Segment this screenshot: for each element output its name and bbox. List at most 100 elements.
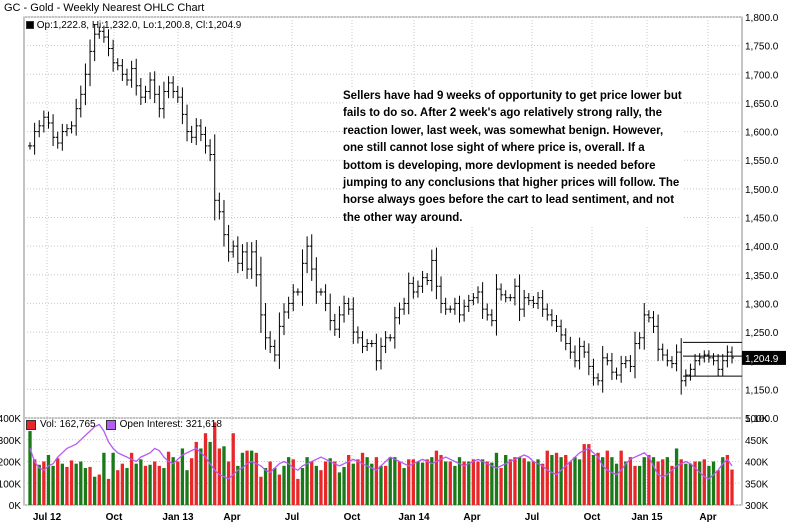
volume-bar bbox=[467, 461, 471, 505]
open-interest-tick-label: 500K bbox=[745, 414, 769, 425]
price-series-swatch bbox=[26, 21, 34, 30]
price-tick-label: 1,650.0 bbox=[745, 99, 779, 110]
volume-bar bbox=[236, 465, 240, 505]
time-tick-label: Oct bbox=[584, 512, 601, 523]
volume-bar bbox=[32, 459, 37, 505]
volume-bar bbox=[286, 457, 291, 505]
volume-bar bbox=[245, 450, 249, 505]
volume-bar bbox=[416, 461, 420, 505]
volume-bar bbox=[559, 457, 563, 505]
volume-swatch bbox=[26, 419, 36, 430]
volume-bar bbox=[591, 454, 596, 505]
volume-bar bbox=[730, 469, 734, 505]
volume-bar bbox=[148, 464, 152, 505]
volume-bar bbox=[471, 459, 476, 505]
volume-bar bbox=[65, 466, 69, 505]
volume-bar bbox=[120, 463, 125, 505]
volume-bar bbox=[268, 461, 272, 505]
volume-bar bbox=[480, 459, 485, 505]
volume-bar bbox=[670, 465, 674, 505]
price-tick-label: 1,150.0 bbox=[745, 385, 779, 396]
time-tick-label: Apr bbox=[699, 512, 716, 523]
volume-bar bbox=[166, 451, 171, 505]
price-tick-label: 1,750.0 bbox=[745, 42, 779, 53]
price-tick-label: 1,250.0 bbox=[745, 328, 779, 339]
volume-bar bbox=[485, 461, 489, 505]
volume-bar bbox=[637, 465, 642, 505]
volume-bar bbox=[388, 457, 392, 505]
volume-bar bbox=[383, 465, 388, 505]
volume-bar bbox=[300, 468, 305, 505]
volume-bar bbox=[522, 458, 526, 505]
lower-panel-legend: Vol: 162,765 Open Interest: 321,618 bbox=[26, 419, 222, 430]
volume-bar bbox=[92, 476, 97, 505]
volume-bar bbox=[610, 457, 614, 505]
volume-bar bbox=[716, 470, 720, 505]
volume-bar bbox=[254, 452, 258, 505]
volume-bar bbox=[379, 465, 383, 505]
volume-bar bbox=[134, 463, 138, 505]
volume-bar bbox=[684, 463, 688, 505]
time-tick-label: Jan 13 bbox=[162, 512, 194, 523]
open-interest-tick-label: 450K bbox=[745, 436, 769, 447]
volume-bar bbox=[527, 461, 531, 505]
volume-bar bbox=[702, 459, 706, 505]
volume-bar bbox=[725, 454, 730, 505]
price-tick-label: 1,300.0 bbox=[745, 299, 779, 310]
volume-bar bbox=[83, 468, 88, 505]
volume-bar bbox=[402, 468, 406, 505]
volume-bar bbox=[397, 461, 402, 505]
volume-bar bbox=[328, 458, 332, 505]
volume-bar bbox=[153, 461, 157, 505]
price-tick-label: 1,700.0 bbox=[745, 70, 779, 81]
volume-bar bbox=[323, 461, 328, 505]
volume-bar bbox=[443, 461, 448, 505]
volume-bar bbox=[337, 472, 342, 505]
volume-bar bbox=[208, 441, 212, 505]
price-tick-label: 1,550.0 bbox=[745, 156, 779, 167]
volume-bar bbox=[499, 468, 503, 505]
time-tick-label: Oct bbox=[106, 512, 123, 523]
volume-bar bbox=[564, 454, 568, 505]
open-interest-tick-label: 350K bbox=[745, 479, 769, 490]
volume-bar bbox=[263, 468, 268, 505]
commentary-annotation: Sellers have had 9 weeks of opportunity … bbox=[343, 88, 683, 228]
volume-bar bbox=[60, 463, 64, 505]
price-tick-label: 1,600.0 bbox=[745, 128, 779, 139]
volume-bar bbox=[162, 468, 166, 505]
volume-bar bbox=[213, 422, 217, 505]
volume-bar bbox=[619, 450, 623, 505]
volume-bar bbox=[333, 461, 337, 505]
volume-tick-label: 0K bbox=[9, 501, 22, 512]
volume-tick-label: 100K bbox=[0, 479, 21, 490]
volume-bar bbox=[116, 470, 120, 505]
volume-bar bbox=[628, 457, 633, 505]
time-tick-label: Apr bbox=[463, 512, 480, 523]
volume-bar bbox=[139, 459, 143, 505]
volume-bar bbox=[476, 461, 480, 505]
volume-bar bbox=[651, 457, 656, 505]
volume-bar bbox=[222, 446, 226, 505]
volume-bar bbox=[411, 459, 415, 505]
volume-bar bbox=[342, 466, 346, 505]
volume-bar bbox=[582, 444, 586, 505]
volume-bar bbox=[508, 459, 512, 505]
volume-bar bbox=[439, 454, 443, 505]
ohlc-readout: Op:1,222.8, Hi:1,232.0, Lo:1,200.8, Cl:1… bbox=[26, 20, 241, 31]
volume-bar bbox=[513, 457, 517, 505]
open-interest-tick-label: 300K bbox=[745, 501, 769, 512]
volume-bar bbox=[291, 459, 295, 505]
time-tick-label: Jan 14 bbox=[398, 512, 430, 523]
price-tick-label: 1,100.0 bbox=[745, 414, 779, 425]
volume-bar bbox=[420, 462, 425, 505]
volume-bar bbox=[462, 461, 466, 505]
volume-bar bbox=[69, 460, 74, 505]
volume-bar bbox=[661, 459, 665, 505]
volume-bar bbox=[273, 468, 277, 505]
volume-tick-label: 200K bbox=[0, 458, 21, 469]
time-tick-label: Jul bbox=[525, 512, 540, 523]
volume-bar bbox=[370, 463, 374, 505]
volume-bar bbox=[319, 470, 323, 505]
volume-bar bbox=[347, 454, 351, 505]
